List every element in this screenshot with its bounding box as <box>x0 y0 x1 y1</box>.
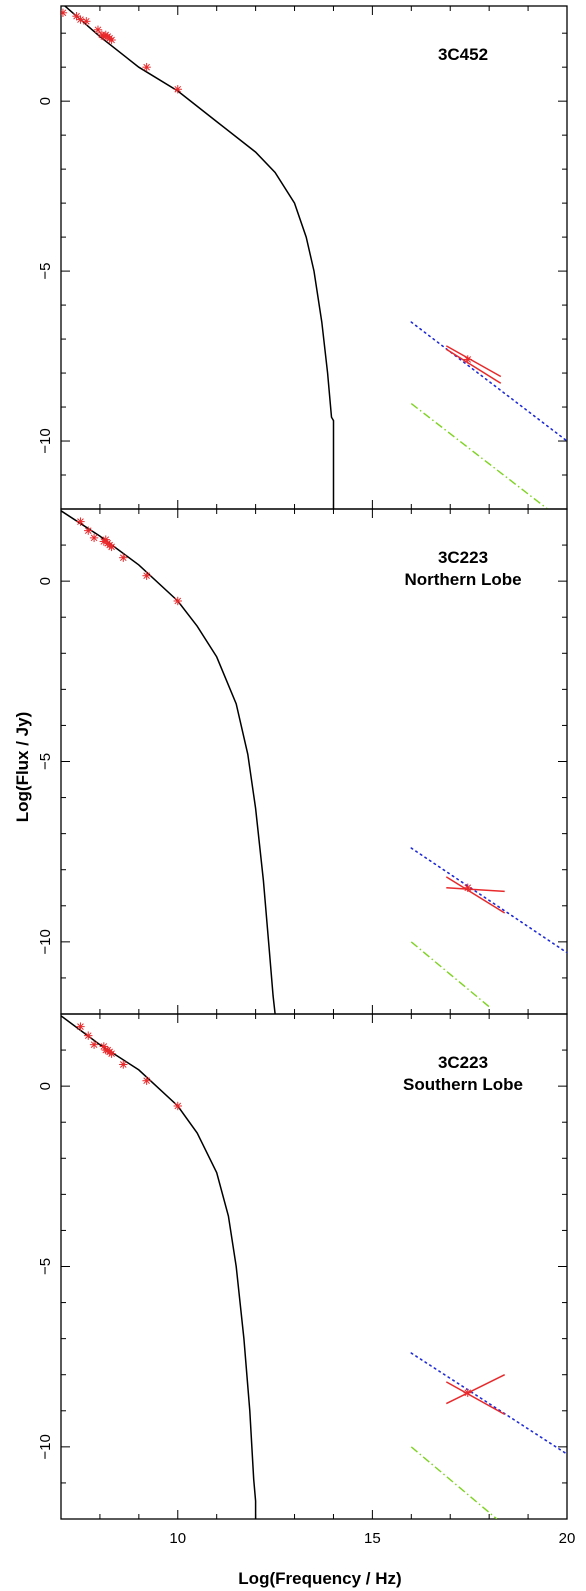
xray-data-point <box>463 883 472 892</box>
radio-data-point-stroke <box>90 534 98 542</box>
radio-data-point <box>173 596 182 606</box>
radio-data-point-stroke <box>77 1023 84 1030</box>
radio-data-point <box>173 1101 182 1111</box>
synchrotron-model-line <box>63 6 335 509</box>
radio-data-point <box>89 533 99 543</box>
xray-bowtie-line <box>445 345 502 378</box>
radio-data-point-stroke <box>108 543 115 551</box>
radio-data-point <box>142 571 151 580</box>
y-tick-label: 0 <box>37 97 54 105</box>
radio-data-point-stroke <box>119 554 127 562</box>
radio-data-point <box>142 1076 151 1085</box>
xray-bowtie-line <box>445 876 506 914</box>
plot-area <box>61 510 567 1014</box>
radio-data-point <box>107 1049 116 1058</box>
panel-title: 3C223 <box>438 548 488 567</box>
radio-data-point <box>93 25 103 34</box>
radio-data-point-stroke <box>100 1043 108 1050</box>
radio-data-point <box>76 1022 85 1031</box>
radio-data-point <box>84 526 93 535</box>
ssc-model-line <box>410 941 490 1008</box>
xray-data-point-stroke <box>464 1389 472 1397</box>
y-tick-label: 0 <box>37 577 54 585</box>
y-tick-label: −10 <box>37 1434 54 1459</box>
xray-data-point-stroke <box>464 356 472 363</box>
radio-data-point-stroke <box>94 26 102 34</box>
y-tick-label: −5 <box>37 263 54 280</box>
radio-data-point-stroke <box>119 1061 127 1068</box>
radio-data-point-stroke <box>174 1102 182 1110</box>
x-tick-label: 10 <box>169 1530 186 1547</box>
radio-data-point-stroke <box>108 36 115 44</box>
radio-data-point-stroke <box>77 518 84 525</box>
panel-3: 0 −5 −10 10 15 20 3C223 Southern Lobe <box>37 1013 576 1547</box>
panel-title: 3C452 <box>438 45 488 64</box>
radio-data-point-stroke <box>73 12 80 20</box>
radio-data-point <box>84 1031 93 1040</box>
y-axis-title: Log(Flux / Jy) <box>13 712 32 823</box>
radio-data-point <box>119 553 128 562</box>
radio-data-point <box>99 1042 109 1051</box>
panel-title: Southern Lobe <box>403 1075 523 1094</box>
y-tick-label: −10 <box>37 929 54 954</box>
radio-data-point-stroke <box>143 63 150 71</box>
panel-frame <box>60 5 568 510</box>
panel-1: 0 −5 −10 3C452 <box>37 5 568 510</box>
plot-area <box>61 6 567 509</box>
xray-bowtie-line <box>446 887 505 893</box>
radio-data-point-stroke <box>102 536 110 543</box>
radio-data-point-stroke <box>90 1041 98 1048</box>
panel-title: 3C223 <box>438 1053 488 1072</box>
ic-cmb-model-line <box>410 1352 567 1455</box>
ssc-model-line <box>410 403 548 509</box>
radio-data-point <box>76 15 85 24</box>
x-axis-title: Log(Frequency / Hz) <box>238 1569 401 1588</box>
radio-data-point <box>142 62 151 72</box>
radio-data-point <box>61 8 68 17</box>
xray-data-point <box>463 355 472 364</box>
synchrotron-model-line <box>61 510 276 1014</box>
plot-area <box>61 1015 567 1519</box>
panel-2: 0 −5 −10 3C223 Northern Lobe <box>37 508 568 1015</box>
radio-data-point-stroke <box>84 527 92 534</box>
radio-data-point <box>82 17 91 26</box>
synchrotron-model-line <box>61 1015 257 1519</box>
xray-bowtie-line <box>445 1381 506 1416</box>
radio-data-point <box>76 517 85 526</box>
radio-data-point-stroke <box>77 16 84 23</box>
x-tick-label: 20 <box>559 1530 576 1547</box>
xray-data-point-stroke <box>464 884 472 892</box>
y-tick-label: −5 <box>37 753 54 770</box>
radio-data-point-stroke <box>143 572 150 580</box>
x-tick-label: 15 <box>364 1530 381 1547</box>
y-tick-label: −5 <box>37 1258 54 1275</box>
ic-cmb-model-line <box>410 847 567 954</box>
radio-data-point <box>173 85 182 94</box>
y-tick-label: −10 <box>37 428 54 453</box>
radio-data-point-stroke <box>82 17 90 25</box>
radio-data-point-stroke <box>108 1050 115 1058</box>
radio-data-point <box>89 1040 99 1049</box>
radio-data-point-stroke <box>84 1032 92 1039</box>
xray-bowtie-line <box>445 348 502 384</box>
y-tick-label: 0 <box>37 1082 54 1090</box>
xray-bowtie-line <box>445 1374 506 1405</box>
ssc-model-line <box>410 1446 498 1519</box>
radio-data-point-stroke <box>143 1077 150 1085</box>
radio-data-point <box>119 1060 128 1069</box>
radio-data-point-stroke <box>61 9 67 16</box>
radio-data-point-stroke <box>174 597 182 605</box>
radio-data-point-stroke <box>174 85 182 93</box>
radio-data-point <box>107 35 116 45</box>
panel-title: Northern Lobe <box>404 570 521 589</box>
xray-data-point <box>463 1388 472 1397</box>
ic-cmb-model-line <box>410 321 567 442</box>
radio-data-point <box>107 542 116 552</box>
